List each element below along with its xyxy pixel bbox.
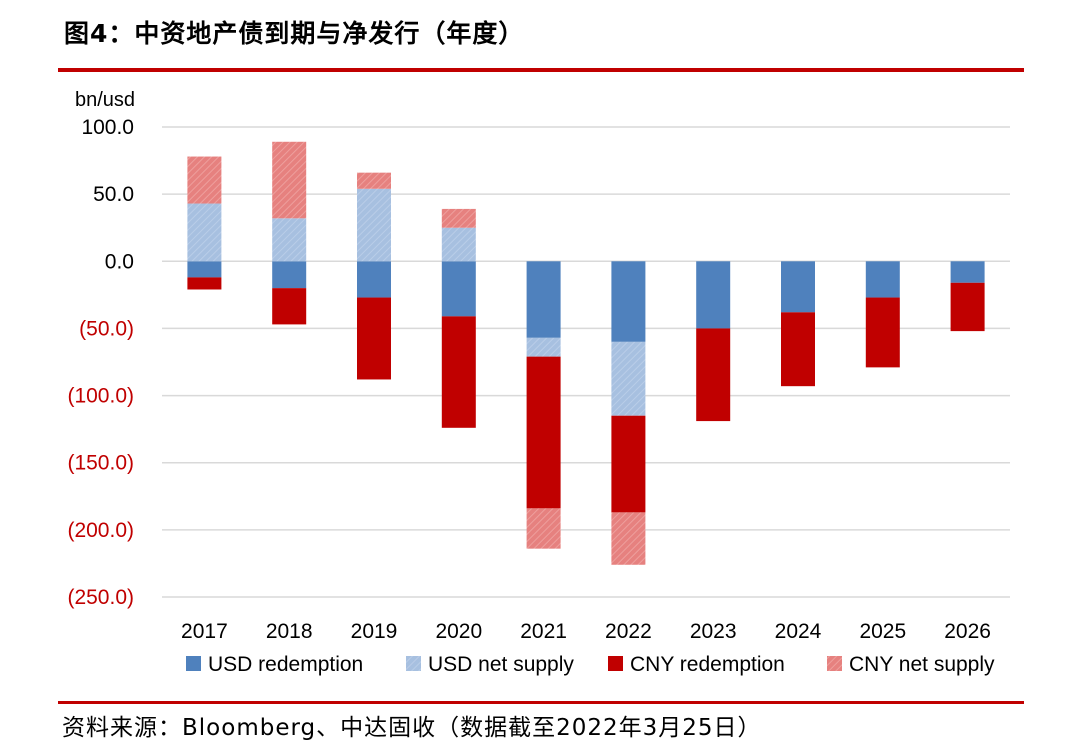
bar-usd-redemption-2017 <box>187 261 222 278</box>
y-tick-label: 50.0 <box>93 183 134 206</box>
x-tick-label: 2018 <box>266 620 313 643</box>
y-tick-label: (100.0) <box>67 385 134 408</box>
legend: USD redemption USD net supply CNY redempti… <box>186 653 995 676</box>
y-tick-label: 0.0 <box>105 250 134 273</box>
bar-usd-redemption-2020 <box>441 261 476 317</box>
x-tick-label: 2026 <box>944 620 991 643</box>
bar-cny-net-supply-2017 <box>187 156 222 204</box>
bar-usd-redemption-2025 <box>865 261 900 298</box>
bar-cny-net-supply-2021 <box>526 508 561 549</box>
legend-swatch <box>827 656 842 671</box>
x-tick-label: 2023 <box>690 620 737 643</box>
bar-usd-net-supply-2020 <box>441 227 476 262</box>
title-rule <box>58 68 1024 72</box>
bar-usd-redemption-2022 <box>611 261 646 342</box>
bar-cny-net-supply-2018 <box>272 141 307 219</box>
source-rule <box>58 701 1024 704</box>
bar-cny-redemption-2023 <box>696 328 731 422</box>
legend-label: CNY net supply <box>849 653 995 676</box>
x-tick-label: 2024 <box>775 620 822 643</box>
source-note: 资料来源：Bloomberg、中达固收（数据截至2022年3月25日） <box>62 715 762 741</box>
bar-usd-redemption-2018 <box>272 261 307 289</box>
y-tick-label: 100.0 <box>81 116 134 139</box>
bar-usd-net-supply-2017 <box>187 203 222 262</box>
bar-cny-redemption-2017 <box>187 277 222 290</box>
bar-cny-redemption-2021 <box>526 356 561 509</box>
x-tick-label: 2020 <box>435 620 482 643</box>
y-tick-label: (50.0) <box>79 317 134 340</box>
y-tick-label: (150.0) <box>67 452 134 475</box>
legend-label: USD net supply <box>428 653 574 676</box>
bar-usd-net-supply-2022 <box>611 341 646 416</box>
bars <box>187 141 985 565</box>
bar-usd-redemption-2024 <box>781 261 815 313</box>
x-tick-label: 2025 <box>859 620 906 643</box>
legend-swatch <box>186 656 201 671</box>
legend-swatch <box>406 656 421 671</box>
y-tick-labels: 100.0 50.0 0.0 (50.0) (100.0) (150.0) (200.0) (… <box>67 116 134 609</box>
bar-cny-net-supply-2022 <box>611 512 646 565</box>
bar-usd-net-supply-2018 <box>272 218 307 262</box>
chart-title: 图4：中资地产债到期与净发行（年度） <box>64 19 525 48</box>
y-tick-label: (200.0) <box>67 519 134 542</box>
x-tick-label: 2022 <box>605 620 652 643</box>
y-axis-label: bn/usd <box>75 89 135 111</box>
bar-usd-net-supply-2019 <box>357 188 391 262</box>
bar-cny-redemption-2022 <box>611 415 646 513</box>
x-tick-labels: 2017 2018 2019 2020 2021 2022 2023 2024 2025 2026 <box>181 620 991 643</box>
bar-usd-redemption-2021 <box>526 261 561 338</box>
bar-cny-redemption-2019 <box>357 297 391 380</box>
bar-usd-redemption-2019 <box>357 261 391 298</box>
x-tick-label: 2017 <box>181 620 228 643</box>
bar-cny-redemption-2024 <box>781 312 815 387</box>
bar-cny-net-supply-2019 <box>357 172 391 189</box>
bar-usd-net-supply-2021 <box>526 337 561 357</box>
bar-cny-redemption-2020 <box>441 316 476 428</box>
bar-cny-redemption-2018 <box>272 288 307 325</box>
y-tick-label: (250.0) <box>67 586 134 609</box>
legend-label: USD redemption <box>208 653 363 676</box>
bar-cny-net-supply-2020 <box>441 208 476 228</box>
x-tick-label: 2019 <box>351 620 398 643</box>
bar-cny-redemption-2026 <box>950 282 985 332</box>
bar-usd-redemption-2023 <box>696 261 731 329</box>
legend-swatch <box>608 656 623 671</box>
legend-label: CNY redemption <box>630 653 785 676</box>
bar-usd-redemption-2026 <box>950 261 985 283</box>
bar-cny-redemption-2025 <box>865 297 900 368</box>
x-tick-label: 2021 <box>520 620 567 643</box>
